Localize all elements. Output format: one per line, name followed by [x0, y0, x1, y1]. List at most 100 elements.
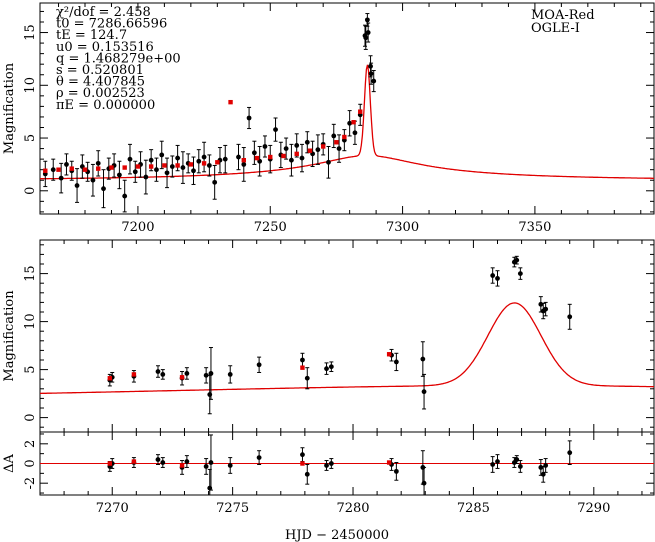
x-tick-label: 7275 [216, 501, 249, 516]
ogle-point [386, 352, 392, 357]
moa-point [143, 174, 149, 180]
ogle-point [96, 166, 101, 171]
ogle-point [254, 155, 260, 161]
ogle-point [179, 463, 185, 468]
plot-area [40, 13, 654, 213]
fit-parameter: χ²/dof = 2.458 [56, 5, 151, 20]
moa-point [227, 463, 233, 468]
moa-point [304, 139, 310, 145]
legend-entry: OGLE-I [531, 21, 580, 36]
ogle-point [268, 154, 273, 160]
moa-point [122, 193, 128, 199]
moa-point [184, 459, 190, 464]
moa-point [315, 147, 321, 153]
y-tick-label: 15 [23, 24, 38, 41]
y-axis-label: ΔA [2, 454, 17, 473]
moa-point [300, 452, 305, 458]
moa-point [208, 460, 214, 465]
moa-point [543, 463, 549, 468]
moa-point [256, 455, 262, 460]
moa-point [299, 155, 305, 161]
moa-point [324, 463, 329, 468]
fit-parameter: s = 0.520801 [56, 63, 144, 78]
y-tick-label: 0 [23, 413, 38, 421]
moa-point [155, 369, 161, 374]
moa-point [368, 63, 373, 69]
ogle-point [358, 109, 363, 114]
ogle-point [69, 166, 74, 171]
moa-point [324, 366, 329, 372]
moa-point [203, 372, 209, 378]
moa-point [300, 357, 305, 363]
x-tick-label: 7270 [96, 501, 129, 516]
moa-point [246, 115, 252, 121]
moa-point [283, 146, 289, 151]
moa-point [154, 167, 159, 173]
model-curve [40, 302, 654, 395]
y-tick-label: 0 [23, 459, 38, 467]
moa-point [127, 156, 133, 162]
ogle-point [300, 461, 305, 466]
panel-residual [39, 431, 655, 496]
x-tick-label: 7290 [577, 501, 610, 516]
ogle-point [307, 148, 313, 153]
moa-point [201, 154, 207, 160]
ogle-point [351, 120, 356, 125]
moa-point [159, 152, 165, 158]
y-tick-label: 15 [23, 265, 38, 282]
moa-point [304, 375, 310, 381]
fit-parameter: θ = 4.407845 [56, 75, 145, 90]
panel-top [39, 2, 655, 215]
moa-point [50, 167, 56, 173]
ogle-point [334, 140, 339, 145]
x-tick-label: 7280 [336, 501, 369, 516]
y-tick-label: 10 [23, 313, 38, 330]
moa-point [208, 371, 214, 376]
panel-zoom [39, 239, 655, 433]
moa-point [328, 364, 334, 370]
ogle-point [82, 167, 88, 172]
moa-point [90, 177, 96, 183]
moa-point [421, 389, 427, 395]
x-tick-label: 7250 [254, 220, 287, 235]
moa-point [148, 157, 154, 163]
moa-point [538, 465, 544, 470]
ogle-point [131, 459, 137, 464]
ogle-point [215, 160, 220, 165]
moa-point [517, 271, 523, 276]
ogle-point [162, 163, 167, 168]
y-axis-label: Magnification [2, 62, 17, 154]
moa-point [262, 144, 268, 149]
ogle-point [300, 365, 305, 370]
ogle-point [294, 151, 299, 157]
ogle-point [175, 163, 180, 168]
fit-parameter: πE = 0.000000 [56, 98, 155, 113]
y-tick-label: 10 [23, 77, 38, 94]
moa-point [132, 169, 138, 175]
moa-point [74, 183, 80, 188]
moa-point [160, 460, 166, 465]
moa-point [294, 143, 300, 148]
fit-parameter: t0 = 7286.66596 [56, 17, 167, 32]
ogle-point [43, 168, 48, 173]
moa-point [495, 459, 500, 464]
moa-point [538, 301, 544, 307]
moa-point [543, 306, 549, 312]
ogle-point [148, 164, 154, 169]
plot-area [40, 255, 654, 415]
plot-area [40, 434, 654, 495]
moa-point [241, 162, 247, 167]
ogle-point [107, 461, 113, 466]
x-axis-label: HJD − 2450000 [285, 528, 389, 542]
ogle-point [188, 162, 194, 167]
moa-point [540, 471, 546, 477]
ogle-point [107, 376, 113, 381]
moa-point [364, 17, 370, 23]
moa-point [212, 179, 218, 185]
moa-point [490, 462, 496, 467]
axes-frame [39, 239, 655, 433]
moa-point [227, 372, 233, 377]
fit-parameter: tE = 124.7 [56, 28, 127, 43]
moa-point [331, 133, 337, 139]
moa-point [251, 150, 257, 156]
